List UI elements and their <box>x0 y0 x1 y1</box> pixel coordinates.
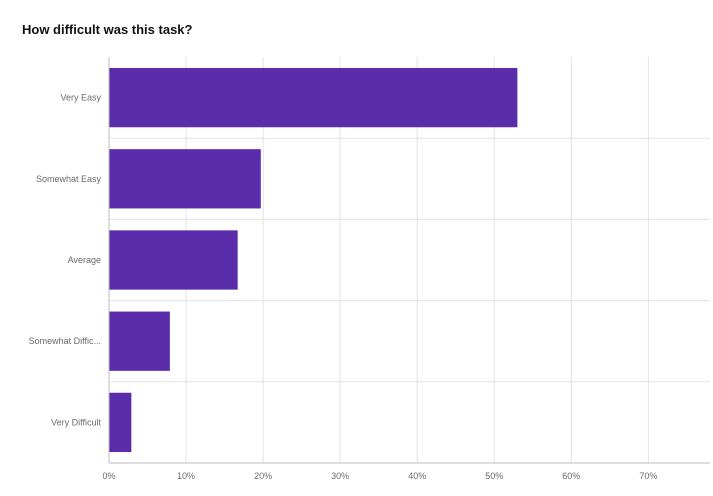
x-tick-label: 20% <box>254 471 272 481</box>
category-label: Very Easy <box>60 93 101 103</box>
x-tick-label: 70% <box>639 471 657 481</box>
x-tick-label: 40% <box>408 471 426 481</box>
category-label: Somewhat Easy <box>36 174 102 184</box>
labels: 0% 10% 20% 30% 40% 50% 60% 70% Very Easy Somewhat… <box>29 93 658 481</box>
bar <box>109 230 238 290</box>
bar <box>109 67 518 128</box>
category-label: Average <box>68 255 101 265</box>
bar <box>109 311 170 371</box>
x-tick-label: 60% <box>562 471 580 481</box>
x-tick-label: 10% <box>177 471 195 481</box>
bar <box>109 392 132 453</box>
category-label: Very Difficult <box>51 417 101 427</box>
chart-title: How difficult was this task? <box>22 22 193 37</box>
x-tick-label: 30% <box>331 471 349 481</box>
x-tick-label: 0% <box>102 471 115 481</box>
bar <box>109 149 261 209</box>
x-tick-label: 50% <box>485 471 503 481</box>
category-label: Somewhat Diffic... <box>29 336 101 346</box>
axes <box>108 57 710 464</box>
bars <box>109 67 518 453</box>
